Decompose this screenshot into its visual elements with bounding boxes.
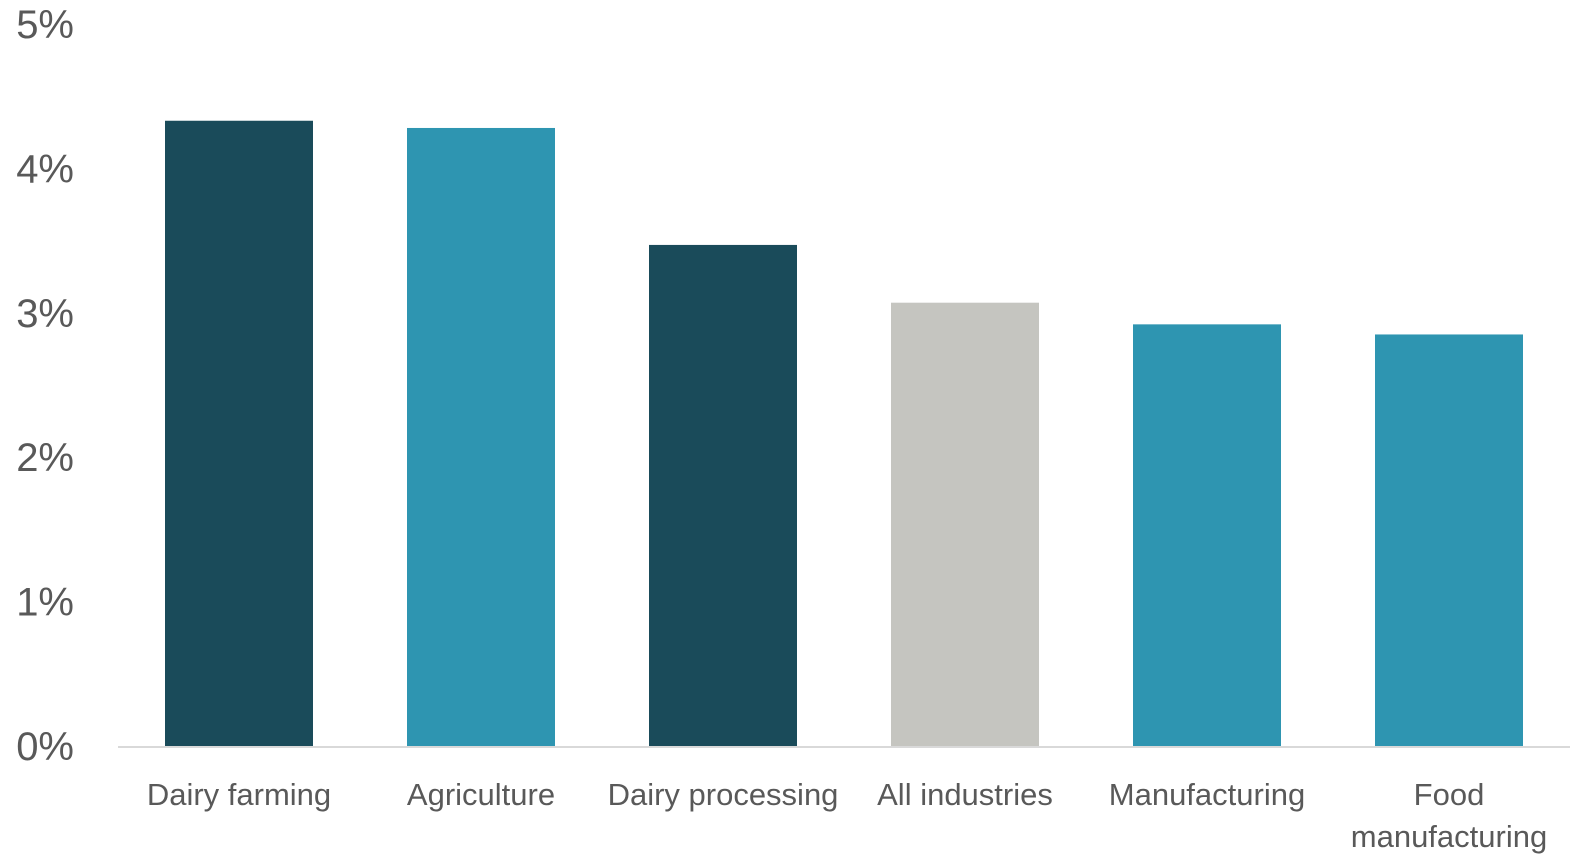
x-tick-label: Dairy farming [147, 777, 331, 812]
bars [165, 120, 1523, 747]
y-tick-label: 4% [16, 147, 74, 191]
y-tick-label: 1% [16, 581, 74, 625]
y-axis-ticks: 0% 1% 2% 3% 4% 5% [16, 3, 74, 769]
y-tick-label: 3% [16, 292, 74, 336]
x-tick-label: Dairy processing [608, 777, 839, 812]
bar [407, 127, 555, 746]
bar [1133, 324, 1281, 746]
x-axis-labels: Dairy farming Agriculture Dairy processing… [147, 777, 1547, 854]
y-tick-label: 5% [16, 3, 74, 47]
x-tick-label: Food manufacturing [1351, 777, 1547, 854]
x-tick-label: Agriculture [407, 777, 555, 812]
x-tick-label: All industries [877, 777, 1053, 812]
y-tick-label: 2% [16, 436, 74, 480]
bar [649, 244, 797, 746]
y-tick-label: 0% [16, 725, 74, 769]
bar [165, 120, 313, 747]
x-tick-label: Manufacturing [1109, 777, 1305, 812]
bar [891, 302, 1039, 746]
bar [1375, 334, 1523, 746]
